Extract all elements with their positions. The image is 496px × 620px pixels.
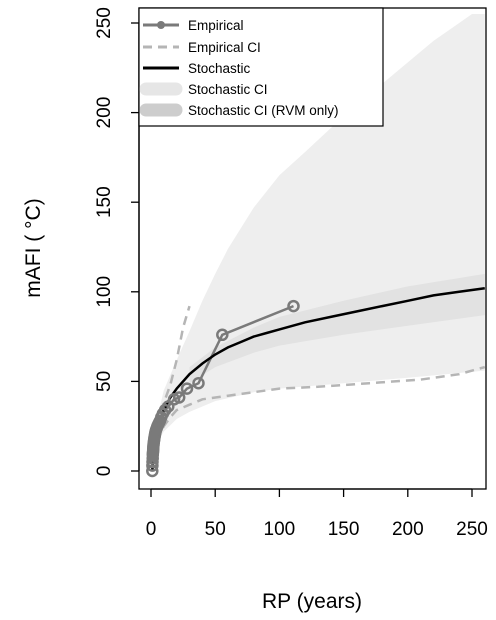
legend-empirical-marker	[157, 21, 165, 29]
empirical-point	[172, 391, 186, 404]
empirical-point	[180, 382, 194, 395]
y-tick-label: 100	[94, 276, 115, 308]
legend-stochastic-ci-label: Stochastic CI	[188, 82, 268, 97]
empirical-ci-lower-line	[151, 365, 486, 472]
x-tick-label: 150	[328, 519, 360, 540]
empirical-point	[287, 299, 300, 313]
legend-stochastic-label: Stochastic	[188, 61, 251, 76]
y-tick-label: 150	[94, 186, 115, 218]
y-axis-title: mAFI ( °C)	[22, 198, 45, 297]
x-axis: 0 50 100 150 200 250	[146, 488, 488, 540]
empirical-point	[192, 376, 205, 390]
legend-empirical-ci-label: Empirical CI	[188, 40, 261, 55]
legend-stochastic-ci-rvm-label: Stochastic CI (RVM only)	[188, 103, 339, 118]
legend: Empirical Empirical CI Stochastic Stocha…	[138, 7, 384, 127]
y-axis: 0 50 100 150 200 250	[94, 7, 140, 477]
y-tick-label: 50	[94, 371, 115, 392]
empirical-point	[216, 328, 229, 342]
x-tick-label: 200	[392, 519, 424, 540]
legend-empirical-label: Empirical	[188, 18, 244, 33]
y-tick-label: 200	[94, 97, 115, 129]
y-tick-label: 0	[94, 466, 115, 477]
y-tick-label: 250	[94, 7, 115, 39]
x-axis-title: RP (years)	[262, 590, 362, 613]
x-tick-label: 100	[264, 519, 296, 540]
x-tick-label: 250	[456, 519, 488, 540]
x-tick-label: 0	[146, 519, 157, 540]
empirical-points	[146, 299, 300, 478]
x-tick-label: 50	[205, 519, 226, 540]
